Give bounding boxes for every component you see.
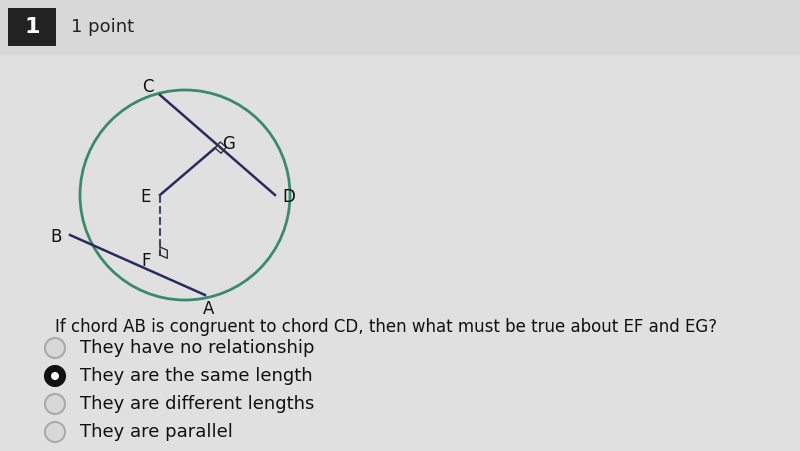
Text: B: B (50, 228, 62, 246)
Text: If chord AB is congruent to chord CD, then what must be true about EF and EG?: If chord AB is congruent to chord CD, th… (55, 318, 717, 336)
Text: 1 point: 1 point (71, 18, 134, 36)
Text: They are different lengths: They are different lengths (80, 395, 314, 413)
Text: C: C (142, 78, 154, 96)
Circle shape (45, 366, 65, 386)
Bar (8, 8, 56, 46)
Text: 1: 1 (24, 17, 40, 37)
Text: A: A (203, 300, 214, 318)
Text: E: E (141, 188, 151, 206)
Text: They have no relationship: They have no relationship (80, 339, 314, 357)
Text: G: G (222, 135, 235, 153)
Text: They are the same length: They are the same length (80, 367, 313, 385)
Text: They are parallel: They are parallel (80, 423, 233, 441)
Bar (0, 0, 800, 55)
Circle shape (51, 372, 59, 380)
Circle shape (45, 422, 65, 442)
Circle shape (45, 394, 65, 414)
Circle shape (45, 338, 65, 358)
Text: F: F (142, 252, 150, 270)
Text: D: D (282, 188, 295, 206)
